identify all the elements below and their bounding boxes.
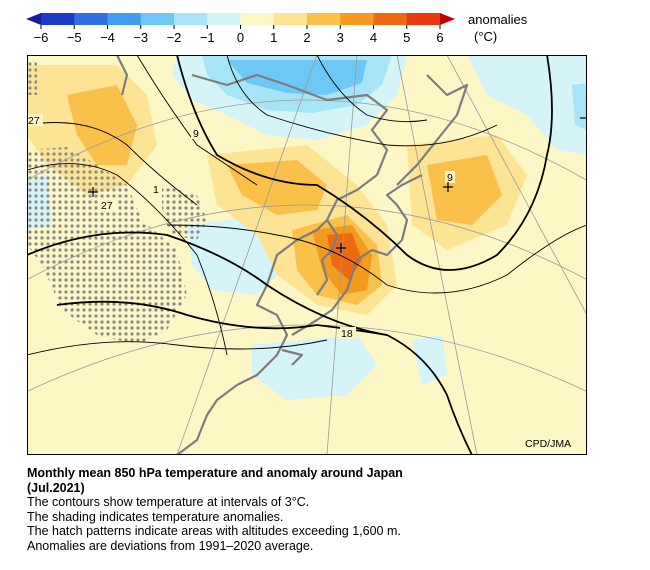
- hatch-mongolia: [162, 185, 207, 240]
- colorbar-tick-label: −2: [167, 30, 182, 45]
- colorbar-swatch: [406, 13, 441, 25]
- colorbar-swatch: [240, 13, 275, 25]
- colorbar-swatch: [140, 13, 175, 25]
- caption: Monthly mean 850 hPa temperature and ano…: [27, 466, 403, 553]
- contour-label: 18: [341, 328, 353, 340]
- colorbar-tick-label: −4: [100, 30, 115, 45]
- caption-period: (Jul.2021): [27, 480, 85, 495]
- anomaly-region-warm-center: [227, 160, 327, 215]
- colorbar-swatch: [41, 13, 75, 25]
- anomaly-map: 27 9 1 27 9 18 CPD/JMA: [27, 55, 587, 455]
- colorbar-swatch: [373, 13, 408, 25]
- colorbar-tick-label: −1: [200, 30, 215, 45]
- colorbar-swatch: [74, 13, 108, 25]
- caption-title: Monthly mean 850 hPa temperature and ano…: [27, 466, 403, 480]
- contour-label: 1: [153, 184, 159, 196]
- contour-label: 9: [193, 128, 199, 140]
- caption-line: Anomalies are deviations from 1991–2020 …: [27, 538, 314, 553]
- caption-line: The shading indicates temperature anomal…: [27, 509, 284, 524]
- colorbar-tick-label: −3: [133, 30, 148, 45]
- colorbar-swatch: [340, 13, 374, 25]
- colorbar-tick-label: −5: [67, 30, 82, 45]
- anomaly-region-negative-ne: [467, 55, 587, 155]
- caption-line: The contours show temperature at interva…: [27, 495, 310, 509]
- contour-label: 9: [447, 172, 453, 184]
- cross-marker: [443, 182, 453, 192]
- colorbar-high-arrow: [440, 13, 455, 25]
- caption-line: The hatch patterns indicate areas with a…: [27, 524, 401, 538]
- credit-label: CPD/JMA: [525, 438, 571, 450]
- colorbar-low-arrow: [26, 13, 41, 25]
- colorbar-swatch: [107, 13, 142, 25]
- colorbar-tick-label: 6: [436, 30, 443, 45]
- colorbar-tick-label: 3: [337, 30, 344, 45]
- coastlines: [116, 55, 469, 455]
- colorbar-swatch: [207, 13, 241, 25]
- contour-labels: 27 9 1 27 9 18: [27, 114, 455, 340]
- colorbar-tick-label: 2: [303, 30, 310, 45]
- graticule: [27, 55, 587, 455]
- hatch-tibet-plateau: [27, 147, 187, 345]
- colorbar-tick-label: −6: [34, 30, 49, 45]
- contour-label: 27: [101, 200, 113, 212]
- colorbar-swatch: [307, 13, 341, 25]
- contour-label: 27: [28, 115, 40, 127]
- colorbar-tick-label: 5: [403, 30, 410, 45]
- colorbar-tick-label: 0: [237, 30, 244, 45]
- legend-unit: (°C): [474, 29, 498, 44]
- colorbar-tick-label: 4: [370, 30, 377, 45]
- temperature-contours: [27, 55, 587, 455]
- colorbar-swatch: [273, 13, 308, 25]
- legend-title: anomalies: [468, 12, 528, 27]
- cross-marker: [88, 187, 98, 197]
- anomaly-colorbar: −6 −5 −4 −3 −2 −1 0 1 2 3 4 5 6: [26, 13, 455, 45]
- hatch-northwest-strip: [27, 60, 37, 95]
- cross-marker: [336, 243, 346, 253]
- colorbar-tick-label: 1: [270, 30, 277, 45]
- anomaly-region-negative-se: [412, 335, 447, 385]
- anomaly-region-cold-center: [227, 60, 367, 95]
- center-markers: [88, 117, 587, 253]
- anomaly-region-warm-nw: [67, 85, 137, 165]
- colorbar-swatch: [174, 13, 208, 25]
